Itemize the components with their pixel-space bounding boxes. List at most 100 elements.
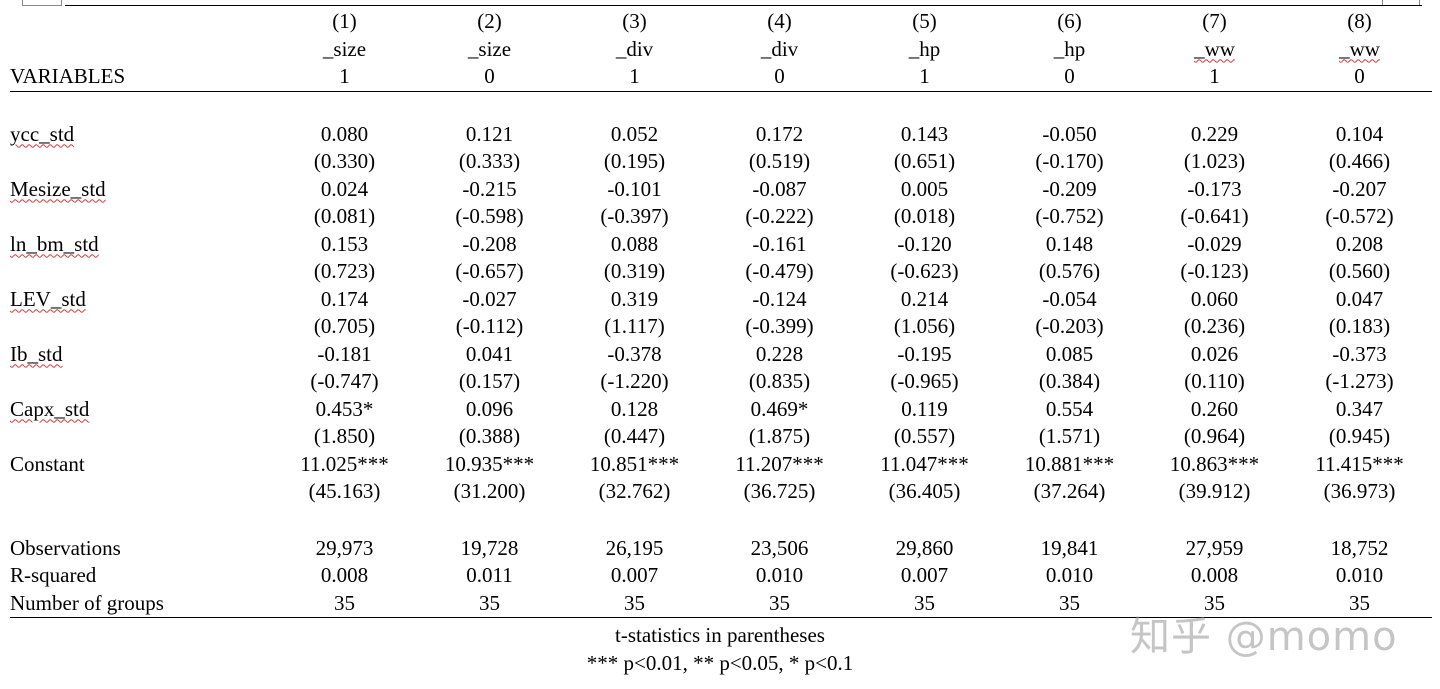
tstat-row: (0.705) (-0.112) (1.117) (-0.399) (1.056) (-0… <box>10 313 1432 341</box>
tstat-cell: (0.195) <box>603 149 666 173</box>
tstat-cell: (0.330) <box>313 149 376 173</box>
column-number: (4) <box>767 9 792 33</box>
coefficient-cell: 10.935*** <box>444 451 535 476</box>
column-number: (7) <box>1202 9 1227 33</box>
statistic-cell: 0.010 <box>1045 563 1094 587</box>
coefficient-cell: 0.080 <box>320 121 369 146</box>
column-number: (5) <box>912 9 937 33</box>
tstat-cell: (0.964) <box>1183 424 1246 448</box>
tstat-cell: (32.762) <box>598 479 671 503</box>
statistic-cell: 35 <box>997 589 1142 618</box>
coefficient-cell: -0.181 <box>317 341 372 366</box>
tstat-cell: (-0.572) <box>1325 204 1394 228</box>
column-dependent: _hp <box>908 36 941 61</box>
tstat-cell: (-0.965) <box>890 369 959 393</box>
column-dependent: _size <box>322 36 367 61</box>
spacer-row <box>10 91 1432 121</box>
coefficient-cell: 0.319 <box>610 286 659 311</box>
tstat-cell: (0.157) <box>458 369 521 393</box>
tstat-cell: (0.384) <box>1038 369 1101 393</box>
statistic-cell: 0.007 <box>610 563 659 587</box>
tstat-cell: (36.973) <box>1323 479 1396 503</box>
notes-significance-line: *** p<0.01, ** p<0.05, * p<0.1 <box>586 651 854 675</box>
tstat-cell: (1.117) <box>604 314 665 338</box>
coefficient-cell: -0.087 <box>752 176 807 201</box>
statistic-cell: 35 <box>562 589 707 618</box>
tstat-row: (0.330) (0.333) (0.195) (0.519) (0.651) (-0.1… <box>10 148 1432 176</box>
coefficient-cell: 0.554 <box>1045 396 1094 421</box>
crop-corner-left <box>22 0 62 6</box>
statistic-row: Number of groups 35 35 35 35 35 35 35 35 <box>10 589 1432 618</box>
statistic-cell: 35 <box>417 589 562 618</box>
tstat-cell: (-0.123) <box>1180 259 1249 283</box>
coefficient-row: ycc_std 0.080 0.121 0.052 0.172 0.143 -0.050 0.… <box>10 121 1432 149</box>
tstat-cell: (0.110) <box>1184 369 1245 393</box>
statistic-cell: 18,752 <box>1330 535 1389 560</box>
column-group: 0 <box>417 63 562 92</box>
coefficient-rows: ycc_std 0.080 0.121 0.052 0.172 0.143 -0.050 0.… <box>10 121 1432 506</box>
coefficient-cell: -0.215 <box>462 176 517 201</box>
coefficient-cell: 0.347 <box>1335 396 1384 421</box>
coefficient-cell: 10.851*** <box>589 451 680 476</box>
statistic-name: Number of groups <box>10 589 272 618</box>
tstat-cell: (-0.657) <box>455 259 524 283</box>
column-group: 0 <box>997 63 1142 92</box>
coefficient-cell: 0.153 <box>320 231 369 256</box>
statistic-cell: 29,860 <box>895 535 954 560</box>
column-group: 0 <box>1287 63 1432 92</box>
tstat-row: (1.850) (0.388) (0.447) (1.875) (0.557) (1.57… <box>10 423 1432 451</box>
coefficient-cell: 0.260 <box>1190 396 1239 421</box>
coefficient-cell: 0.085 <box>1045 341 1094 366</box>
statistic-cell: 35 <box>852 589 997 618</box>
tstat-cell: (-0.397) <box>600 204 669 228</box>
column-dependent: _div <box>760 36 799 61</box>
coefficient-cell: 0.119 <box>901 396 948 421</box>
coefficient-cell: 0.214 <box>900 286 949 311</box>
tstat-cell: (39.912) <box>1178 479 1251 503</box>
tstat-cell: (0.388) <box>458 424 521 448</box>
coefficient-cell: 0.005 <box>900 176 949 201</box>
tstat-cell: (0.319) <box>603 259 666 283</box>
variable-name: ln_bm_std <box>10 231 99 256</box>
tstat-cell: (0.945) <box>1328 424 1391 448</box>
coefficient-cell: 0.060 <box>1190 286 1239 311</box>
coefficient-cell: 0.229 <box>1190 121 1239 146</box>
table-top-rule <box>65 5 1422 6</box>
watermark: 知乎 @momo <box>1130 614 1398 660</box>
coefficient-cell: 0.172 <box>755 121 804 146</box>
tstat-cell: (0.236) <box>1183 314 1246 338</box>
statistic-cell: 0.011 <box>466 563 513 587</box>
header-row-group: VARIABLES 1 0 1 0 1 0 1 0 <box>10 63 1432 92</box>
header-row-dependent: _size _size _div _div _hp _hp _ww _ww <box>10 36 1432 64</box>
statistic-cell: 0.007 <box>900 563 949 587</box>
statistic-row: Observations 29,973 19,728 26,195 23,506 29,8… <box>10 535 1432 563</box>
coefficient-cell: 0.228 <box>755 341 804 366</box>
tstat-cell: (-0.170) <box>1035 149 1104 173</box>
coefficient-cell: 0.047 <box>1335 286 1384 311</box>
coefficient-cell: 0.104 <box>1335 121 1384 146</box>
column-dependent: _ww <box>1194 36 1235 61</box>
coefficient-cell: -0.029 <box>1187 231 1242 256</box>
tstat-cell: (-1.273) <box>1325 369 1394 393</box>
statistic-cell: 35 <box>1287 589 1432 618</box>
variables-header: VARIABLES <box>10 63 272 92</box>
coefficient-cell: -0.101 <box>607 176 662 201</box>
tstat-row: (45.163) (31.200) (32.762) (36.725) (36.405)… <box>10 478 1432 506</box>
tstat-cell: (-0.479) <box>745 259 814 283</box>
coefficient-cell: 0.208 <box>1335 231 1384 256</box>
tstat-cell: (36.725) <box>743 479 816 503</box>
coefficient-cell: 0.121 <box>465 121 514 146</box>
coefficient-cell: 0.052 <box>610 121 659 146</box>
coefficient-cell: 0.026 <box>1190 341 1239 366</box>
statistics-rows: Observations 29,973 19,728 26,195 23,506 29,8… <box>10 535 1432 618</box>
statistic-cell: 26,195 <box>605 535 664 560</box>
coefficient-cell: 0.453* <box>315 396 374 421</box>
coefficient-cell: 11.025*** <box>300 451 389 476</box>
coefficient-cell: -0.209 <box>1042 176 1097 201</box>
coefficient-cell: 0.174 <box>320 286 369 311</box>
tstat-cell: (36.405) <box>888 479 961 503</box>
statistic-cell: 29,973 <box>315 535 374 560</box>
coefficient-cell: 0.088 <box>610 231 659 256</box>
statistic-row: R-squared 0.008 0.011 0.007 0.010 0.007 0.010 0… <box>10 562 1432 590</box>
tstat-cell: (0.183) <box>1328 314 1391 338</box>
